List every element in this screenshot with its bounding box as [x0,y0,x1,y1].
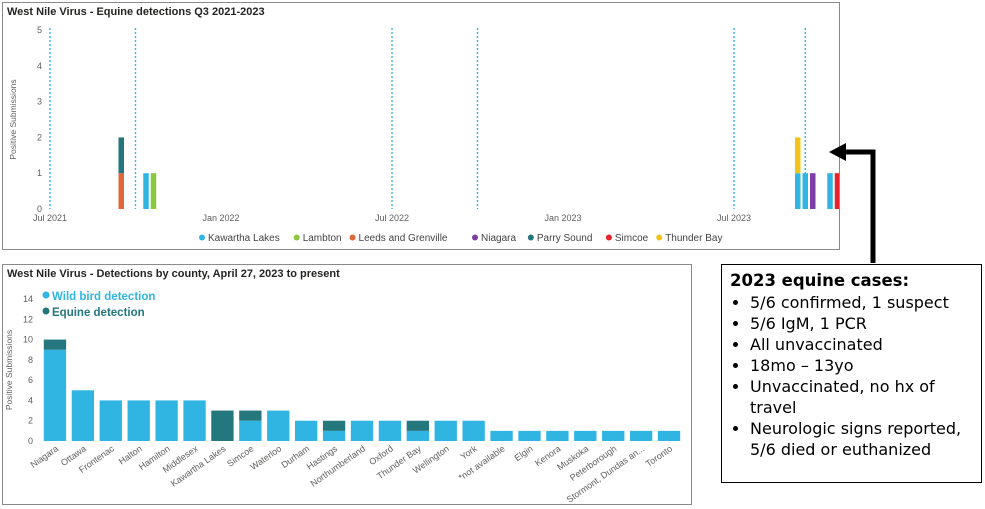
bar-segment [434,420,457,441]
callout-bullet: 5/6 confirmed, 1 suspect [750,292,973,313]
legend-label: Leeds and Grenville [359,233,448,244]
bar-segment [602,430,625,441]
y-tick-label: 14 [23,294,33,304]
bar-segment [322,430,346,441]
bar-segment [155,400,178,441]
bar-segment [127,400,150,441]
bar-segment [657,430,681,441]
x-tick-label: Jan 2022 [202,213,239,223]
chart-title: West Nile Virus - Equine detections Q3 2… [7,6,265,18]
legend-label: Niagara [481,233,516,244]
y-axis-label: Positive Submissions [8,79,18,159]
bar-segment [406,420,429,431]
bar-segment [211,410,234,441]
bar-segment [795,137,801,174]
equine-detections-plot: 0 1 2 3 4 5 Positive Submissions Jul 2021 Jan 20… [8,25,839,244]
bar-segment [143,173,149,209]
y-tick-label: 6 [28,375,33,385]
legend-marker [349,234,356,241]
bar-segment [834,173,839,209]
bar-segment [322,420,346,431]
legend-label: Simcoe [615,233,649,244]
bar-segment [43,349,67,441]
legend-marker [605,234,612,241]
y-tick-label: 12 [23,314,33,324]
callout-title: 2023 equine cases: [730,271,910,290]
x-tick-label: Jul 2022 [375,213,409,223]
bar-segment [462,420,485,441]
legend-marker [656,234,663,241]
equine-detections-chart: West Nile Virus - Equine detections Q3 2… [2,2,840,250]
y-tick-label: 4 [37,61,42,71]
equine-cases-callout: 2023 equine cases: 5/6 confirmed, 1 susp… [721,264,982,483]
y-tick-label: 4 [28,395,33,405]
y-tick-label: 10 [23,335,33,345]
bar-segment [574,430,597,441]
y-tick-label: 3 [37,97,42,107]
legend-label: Kawartha Lakes [208,233,280,244]
bar-segment [71,390,95,441]
bar-segment [267,410,290,441]
callout-bullet: Neurologic signs reported, 5/6 died or e… [750,418,973,460]
bar-segment [490,430,513,441]
bar-segment [239,420,262,441]
bar-segment [629,430,653,441]
bar-segment [378,420,402,441]
legend-label: Lambton [303,233,342,244]
bar-segment [43,339,67,350]
bar-segment [150,173,157,209]
x-tick-label: Jul 2021 [33,213,67,223]
y-tick-label: 1 [37,168,42,178]
legend-marker [293,234,300,241]
legend-label: Equine detection [52,307,145,319]
bar-segment [350,420,374,441]
y-tick-label: 8 [28,355,33,365]
county-detections-chart: West Nile Virus - Detections by county, … [2,264,692,505]
y-tick-label: 2 [37,132,42,142]
bar-segment [795,173,801,209]
bar-segment [810,173,816,209]
bar-segment [99,400,122,441]
legend-marker [472,234,478,241]
legend-label: Parry Sound [537,233,593,244]
legend-marker [199,234,205,241]
legend-label: Wild bird detection [52,291,155,303]
callout-bullet: All unvaccinated [750,334,973,355]
callout-bullet: 5/6 IgM, 1 PCR [750,313,973,334]
x-tick-label: Jan 2023 [544,213,581,223]
legend-label: Thunder Bay [665,233,722,244]
bar-segment [827,173,833,209]
legend-marker [527,234,534,241]
y-tick-label: 0 [37,204,42,214]
y-tick-label: 2 [28,416,33,426]
y-tick-label: 5 [37,25,42,35]
bar-segment [802,173,808,209]
bar-segment [118,137,124,174]
bar-segment [406,430,429,441]
legend-marker [42,291,50,299]
callout-list: 5/6 confirmed, 1 suspect 5/6 IgM, 1 PCR … [730,292,973,460]
bar-segment [239,410,262,421]
legend-marker [42,307,50,315]
callout-bullet: 18mo – 13yo [750,355,973,376]
y-tick-label: 0 [28,436,33,446]
bar-segment [546,430,569,441]
chart-title: West Nile Virus - Detections by county, … [7,268,340,280]
bar-segment [118,173,124,209]
callout-bullet: Unvaccinated, no hx of travel [750,376,973,418]
bar-segment [183,400,206,441]
y-axis-label: Positive Submissions [4,330,14,410]
bar-segment [295,420,318,441]
bar-segment [518,430,541,441]
x-tick-label: Jul 2023 [717,213,751,223]
